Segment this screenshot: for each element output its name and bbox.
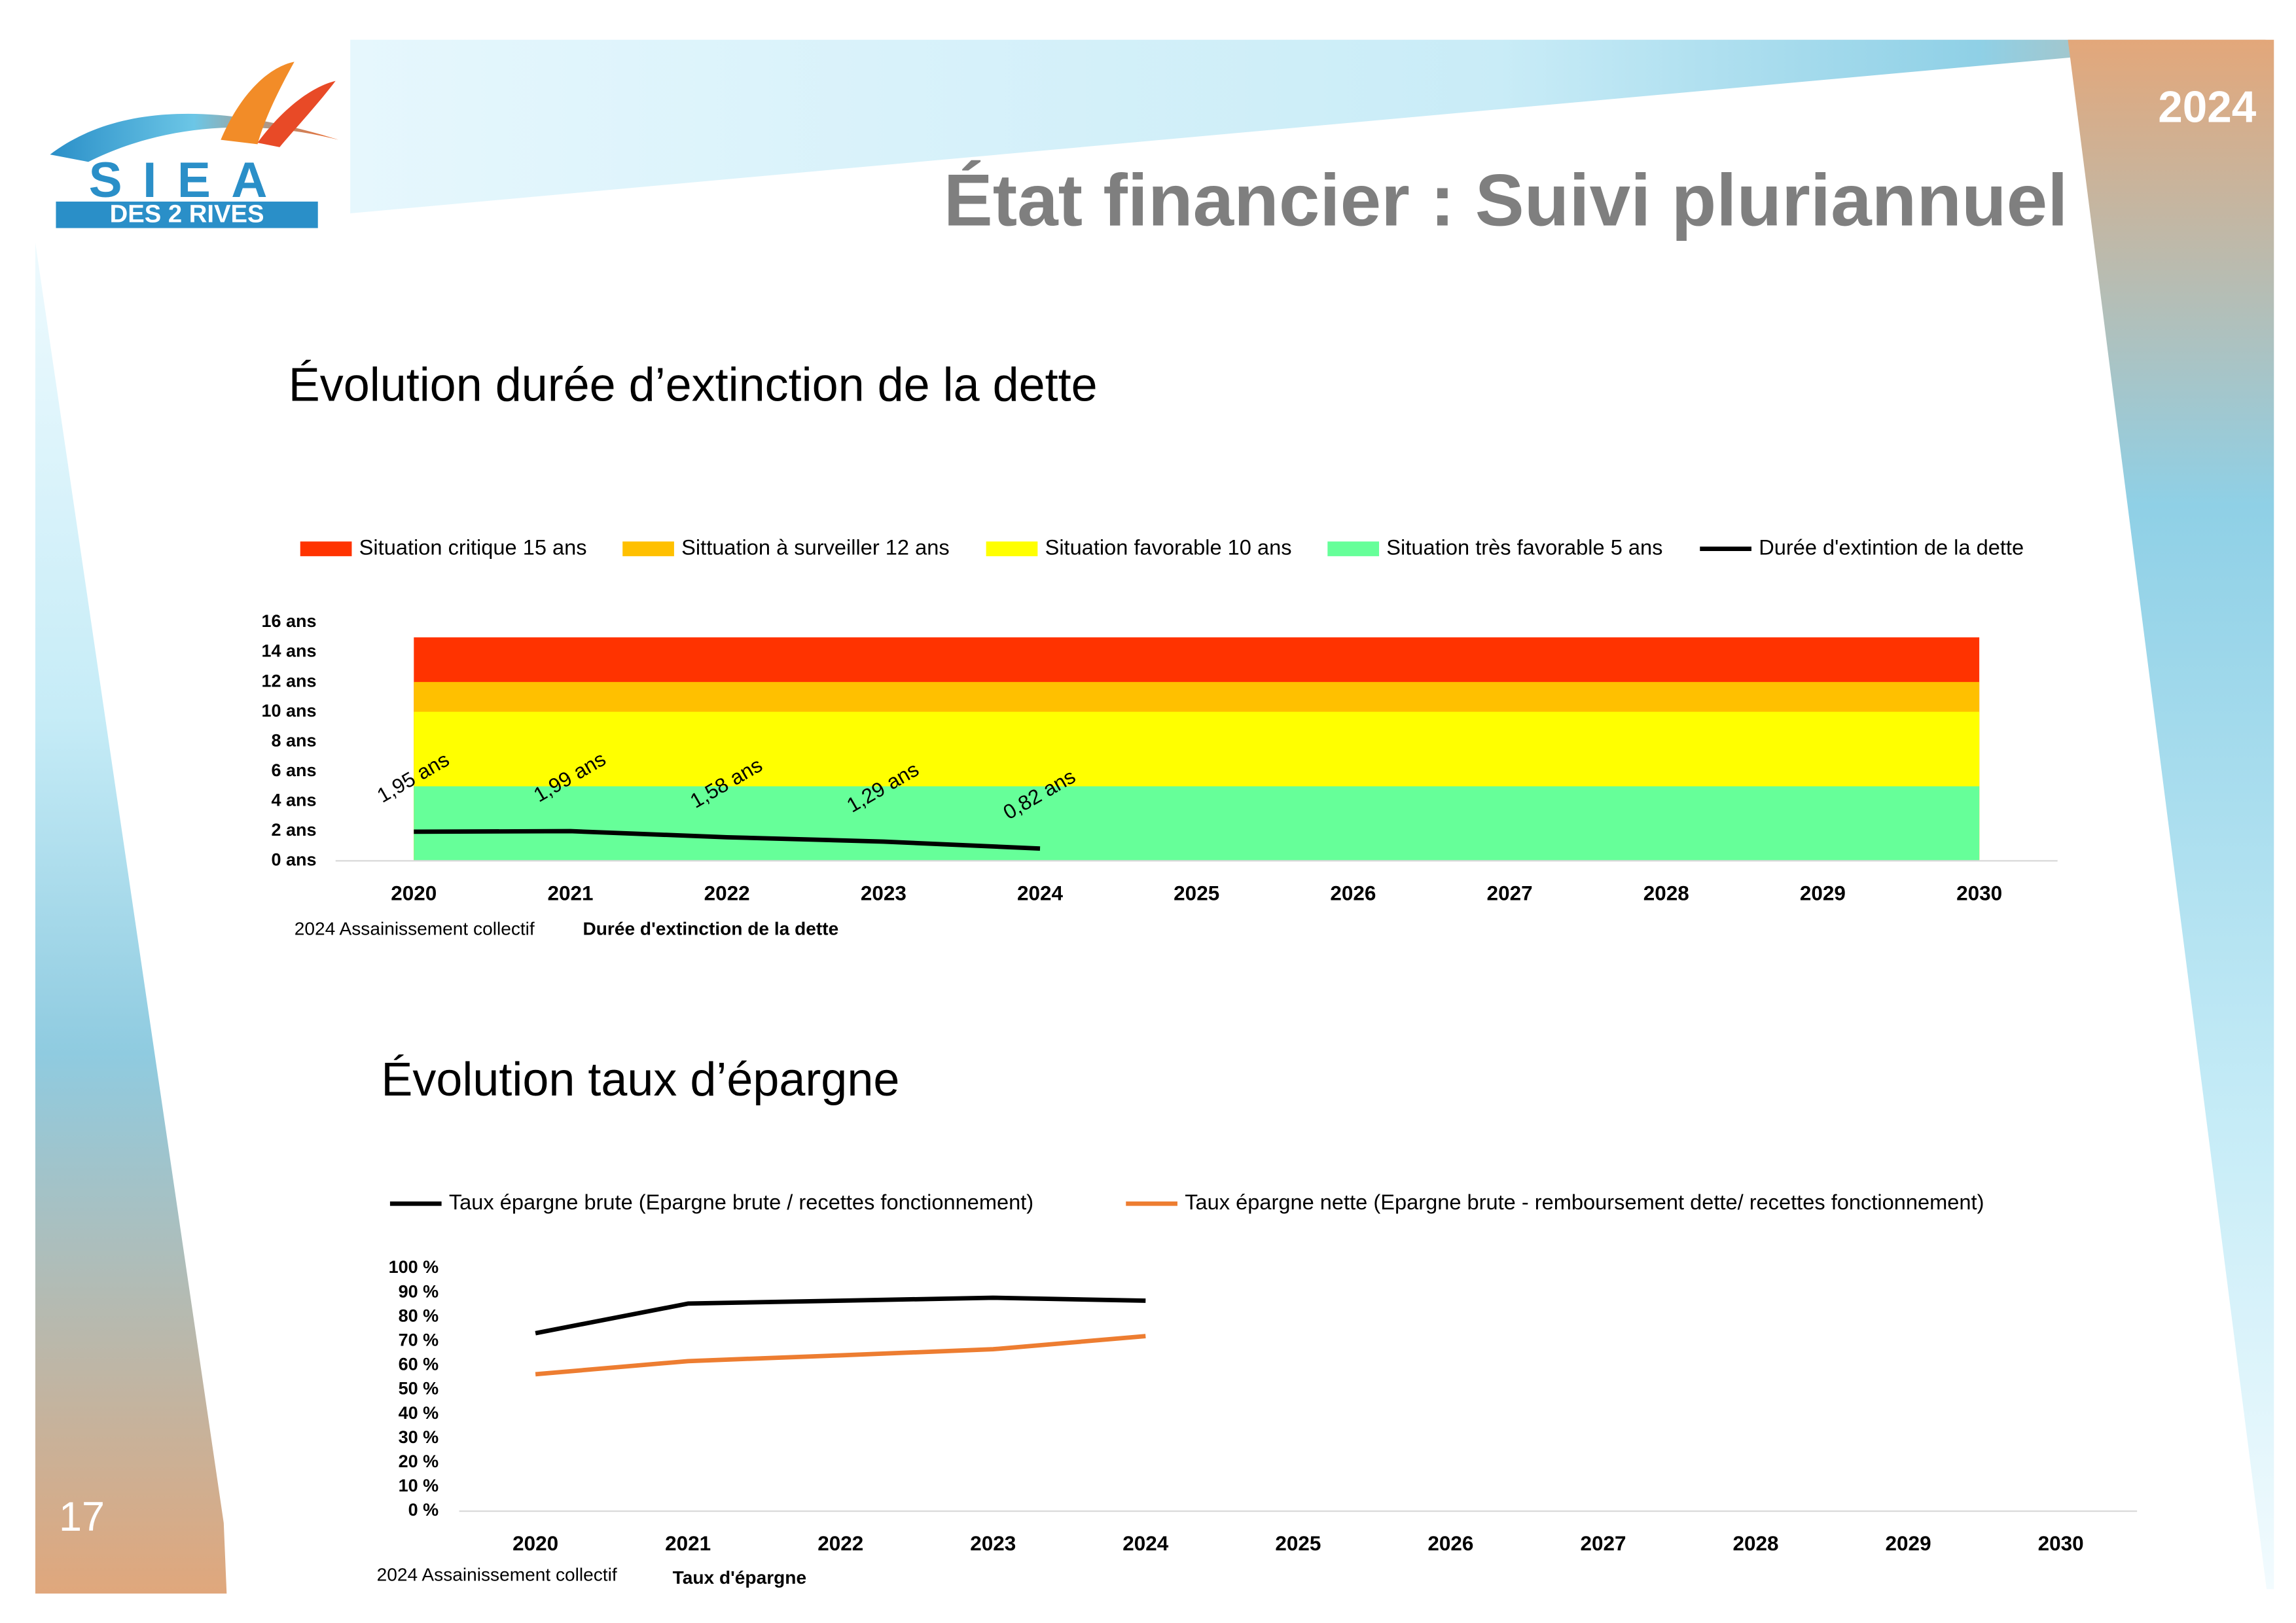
legend-swatch [1327, 541, 1380, 556]
chart: Évolution taux d’épargne 0 % 10 % 20 % 30 % 4… [377, 1054, 2138, 1588]
logo: SIEA DES 2 RIVES [50, 62, 339, 228]
x-tick-label: 2020 [391, 882, 437, 904]
page-number: 17 [59, 1494, 105, 1540]
chart-title: Évolution taux d’épargne [381, 1054, 899, 1106]
chart-footer: 2024 Assainissement collectif [295, 918, 535, 938]
x-tick-label: 2025 [1174, 882, 1219, 904]
x-tick-label: 2021 [547, 882, 593, 904]
legend-label: Sittuation à surveiller 12 ans [681, 535, 949, 559]
line [414, 829, 1041, 851]
x-tick-label: 2021 [665, 1532, 711, 1555]
chart-title: Évolution durée d’extinction de la dette [289, 359, 1098, 412]
x-tick-label: 2026 [1427, 1532, 1473, 1555]
legend-label: Situation critique 15 ans [359, 535, 587, 559]
logo-subtext: DES 2 RIVES [110, 200, 264, 228]
chart-footer: Taux d'épargne [673, 1567, 806, 1588]
x-tick-label: 2023 [861, 882, 906, 904]
y-tick-label: 40 % [399, 1403, 439, 1423]
x-tick-label: 2030 [2038, 1532, 2084, 1555]
legend-label: Taux épargne brute (Epargne brute / rece… [449, 1190, 1033, 1214]
line [535, 1295, 1146, 1336]
x-tick-label: 2026 [1330, 882, 1376, 904]
left-strip [35, 242, 227, 1594]
chart-footer: 2024 Assainissement collectif [377, 1564, 617, 1584]
y-tick-label: 100 % [389, 1257, 439, 1277]
y-tick-label: 80 % [399, 1306, 439, 1325]
y-tick-label: 60 % [399, 1355, 439, 1374]
y-tick-label: 30 % [399, 1427, 439, 1447]
x-tick-label: 2030 [1956, 882, 2002, 904]
y-tick-label: 8 ans [272, 730, 317, 750]
right-strip [2068, 39, 2274, 1590]
y-tick-label: 0 % [408, 1500, 439, 1520]
x-tick-label: 2024 [1122, 1532, 1169, 1555]
x-tick-label: 2027 [1487, 882, 1533, 904]
y-tick-label: 90 % [399, 1281, 439, 1301]
y-tick-label: 10 ans [261, 701, 316, 721]
y-tick-label: 0 ans [272, 849, 317, 869]
y-tick-label: 14 ans [261, 641, 316, 661]
logo-splash [257, 80, 336, 147]
x-tick-label: 2029 [1886, 1532, 1931, 1555]
legend-label: Durée d'extintion de la dette [1759, 535, 2024, 559]
x-tick-label: 2028 [1733, 1532, 1779, 1555]
header-band [350, 39, 2267, 214]
x-tick-label: 2020 [512, 1532, 558, 1555]
x-tick-label: 2022 [704, 882, 750, 904]
logo-wave [50, 113, 339, 162]
legend-label: Situation très favorable 5 ans [1386, 535, 1662, 559]
year: 2024 [2158, 82, 2257, 132]
y-tick-label: 10 % [399, 1476, 439, 1495]
y-tick-label: 20 % [399, 1452, 439, 1471]
x-tick-label: 2025 [1275, 1532, 1321, 1555]
chart: Évolution durée d’extinction de la dette… [261, 359, 2058, 938]
x-tick-label: 2022 [817, 1532, 863, 1555]
area [414, 786, 1980, 861]
logo-splash [221, 62, 295, 145]
y-tick-label: 2 ans [272, 820, 317, 840]
x-tick-label: 2027 [1580, 1532, 1626, 1555]
legend-swatch [986, 541, 1038, 556]
x-tick-label: 2023 [970, 1532, 1016, 1555]
y-tick-label: 12 ans [261, 671, 316, 690]
y-tick-label: 16 ans [261, 611, 316, 631]
legend-swatch [300, 541, 352, 556]
y-tick-label: 4 ans [272, 790, 317, 810]
y-tick-label: 70 % [399, 1330, 439, 1350]
y-tick-label: 50 % [399, 1379, 439, 1399]
x-tick-label: 2028 [1643, 882, 1689, 904]
legend-label: Taux épargne nette (Epargne brute - remb… [1185, 1190, 1984, 1214]
slide-title: État financier : Suivi pluriannuel [944, 158, 2068, 241]
y-tick-label: 6 ans [272, 760, 317, 780]
line [535, 1334, 1146, 1377]
x-tick-label: 2029 [1800, 882, 1846, 904]
legend-swatch [622, 541, 674, 556]
logo-box [56, 202, 318, 228]
chart-footer: Durée d'extinction de la dette [583, 918, 838, 938]
x-tick-label: 2024 [1017, 882, 1064, 904]
legend-label: Situation favorable 10 ans [1045, 535, 1292, 559]
logo-text: SIEA [89, 152, 288, 208]
